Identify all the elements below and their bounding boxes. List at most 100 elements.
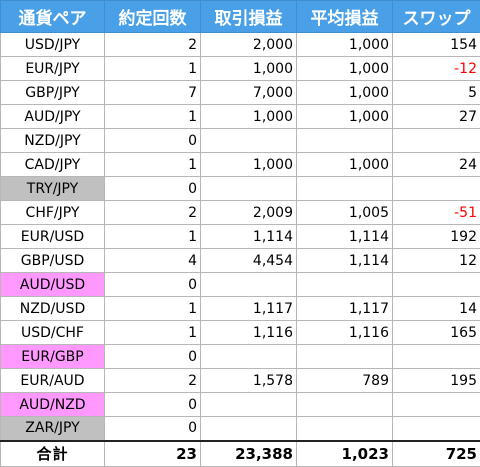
total-trade-pnl: 23,388 [201, 441, 297, 467]
total-swap: 725 [393, 441, 480, 467]
currency-pair-cell: EUR/GBP [1, 345, 105, 369]
average-pnl-cell: 1,114 [297, 225, 393, 249]
trade-count-cell: 2 [105, 369, 201, 393]
swap-cell: 195 [393, 369, 480, 393]
swap-cell: 12 [393, 249, 480, 273]
trade-pnl-cell: 1,114 [201, 225, 297, 249]
trade-count-cell: 0 [105, 393, 201, 417]
swap-cell [393, 417, 480, 441]
header-trade-count: 約定回数 [105, 1, 201, 33]
trade-pnl-cell: 1,117 [201, 297, 297, 321]
trade-pnl-cell: 1,000 [201, 153, 297, 177]
trade-count-cell: 4 [105, 249, 201, 273]
average-pnl-cell: 1,005 [297, 201, 393, 225]
trade-count-cell: 0 [105, 345, 201, 369]
header-currency-pair: 通貨ペア [1, 1, 105, 33]
average-pnl-cell: 1,114 [297, 249, 393, 273]
trade-count-cell: 1 [105, 105, 201, 129]
currency-pair-cell: EUR/AUD [1, 369, 105, 393]
trade-count-cell: 0 [105, 273, 201, 297]
swap-cell: 5 [393, 81, 480, 105]
trade-pnl-cell: 1,000 [201, 105, 297, 129]
trade-pnl-cell [201, 417, 297, 441]
average-pnl-cell: 1,000 [297, 153, 393, 177]
total-average-pnl: 1,023 [297, 441, 393, 467]
swap-cell: 192 [393, 225, 480, 249]
average-pnl-cell: 1,000 [297, 33, 393, 57]
swap-cell [393, 273, 480, 297]
trade-pnl-cell [201, 393, 297, 417]
average-pnl-cell [297, 345, 393, 369]
average-pnl-cell: 1,000 [297, 81, 393, 105]
trade-count-cell: 1 [105, 321, 201, 345]
average-pnl-cell: 1,116 [297, 321, 393, 345]
swap-cell: 165 [393, 321, 480, 345]
trade-pnl-cell: 4,454 [201, 249, 297, 273]
average-pnl-cell: 1,000 [297, 105, 393, 129]
average-pnl-cell [297, 393, 393, 417]
currency-pair-cell: TRY/JPY [1, 177, 105, 201]
currency-pair-cell: USD/JPY [1, 33, 105, 57]
trade-count-cell: 1 [105, 57, 201, 81]
trade-pnl-cell [201, 177, 297, 201]
currency-pair-cell: ZAR/JPY [1, 417, 105, 441]
total-label: 合計 [1, 441, 105, 467]
swap-cell: 154 [393, 33, 480, 57]
trade-pnl-cell: 1,578 [201, 369, 297, 393]
trade-pnl-cell [201, 129, 297, 153]
average-pnl-cell: 789 [297, 369, 393, 393]
currency-pair-cell: CAD/JPY [1, 153, 105, 177]
average-pnl-cell [297, 417, 393, 441]
trade-pnl-cell: 1,000 [201, 57, 297, 81]
currency-pair-cell: USD/CHF [1, 321, 105, 345]
currency-pair-cell: NZD/USD [1, 297, 105, 321]
currency-pair-cell: CHF/JPY [1, 201, 105, 225]
header-average-pnl: 平均損益 [297, 1, 393, 33]
trade-count-cell: 0 [105, 129, 201, 153]
average-pnl-cell: 1,000 [297, 57, 393, 81]
currency-pair-cell: EUR/USD [1, 225, 105, 249]
trade-count-cell: 1 [105, 225, 201, 249]
trade-count-cell: 0 [105, 417, 201, 441]
swap-cell: 27 [393, 105, 480, 129]
header-row: 通貨ペア 約定回数 取引損益 平均損益 スワップ [1, 1, 480, 33]
trade-count-cell: 2 [105, 201, 201, 225]
currency-pair-cell: GBP/JPY [1, 81, 105, 105]
swap-cell: -51 [393, 201, 480, 225]
average-pnl-cell [297, 273, 393, 297]
trade-count-cell: 0 [105, 177, 201, 201]
currency-pair-cell: AUD/USD [1, 273, 105, 297]
trade-count-cell: 1 [105, 297, 201, 321]
total-trade-count: 23 [105, 441, 201, 467]
currency-pair-cell: AUD/NZD [1, 393, 105, 417]
trade-count-cell: 7 [105, 81, 201, 105]
swap-cell: -12 [393, 57, 480, 81]
trade-pnl-cell: 1,116 [201, 321, 297, 345]
average-pnl-cell [297, 177, 393, 201]
swap-cell: 14 [393, 297, 480, 321]
currency-pair-cell: AUD/JPY [1, 105, 105, 129]
trade-count-cell: 1 [105, 153, 201, 177]
trade-pnl-cell: 7,000 [201, 81, 297, 105]
header-swap: スワップ [393, 1, 480, 33]
currency-pair-cell: NZD/JPY [1, 129, 105, 153]
